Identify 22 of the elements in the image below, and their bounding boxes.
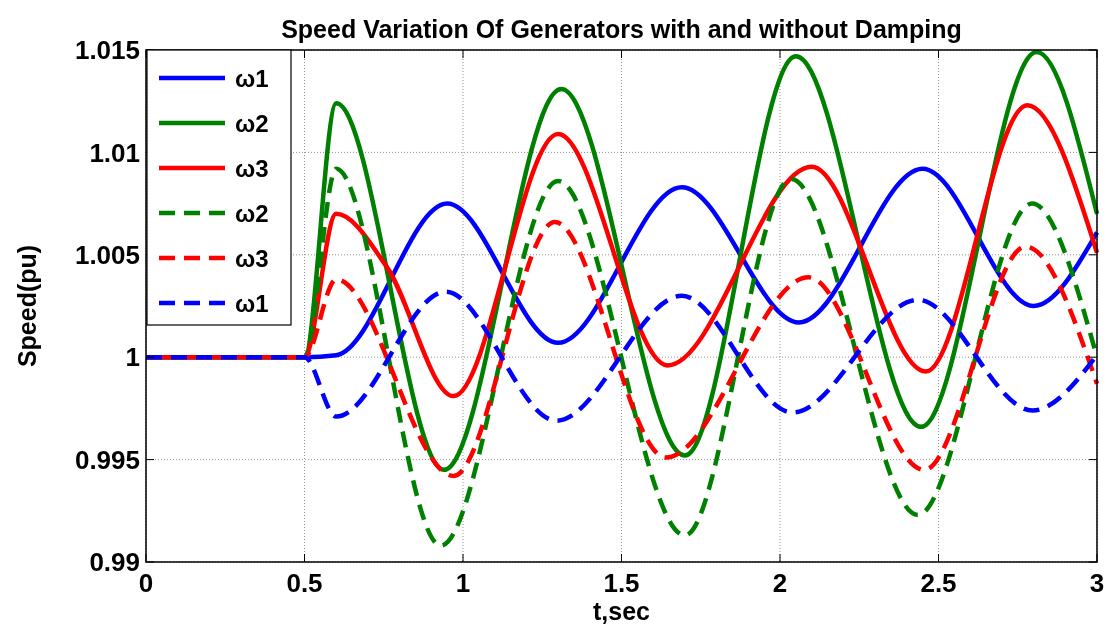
x-tick-label: 1: [455, 568, 471, 598]
x-tick-label: 3: [1089, 568, 1105, 598]
y-tick-label: 0.99: [89, 547, 140, 578]
chart-title: Speed Variation Of Generators with and without Damping: [281, 15, 962, 43]
y-tick-label: 1: [125, 342, 140, 373]
legend-label: ω3: [235, 245, 269, 273]
x-tick-label: 2: [772, 568, 788, 598]
x-axis-title: t,sec: [593, 597, 651, 625]
x-tick-label: 1.5: [603, 568, 640, 598]
x-tick-label: 0: [138, 568, 154, 598]
legend-label: ω1: [235, 65, 269, 93]
y-tick-label: 1.01: [89, 137, 140, 168]
legend-label: ω2: [235, 200, 269, 228]
x-tick-label: 2.5: [920, 568, 957, 598]
legend-label: ω2: [235, 110, 269, 138]
y-tick-label: 0.995: [74, 444, 140, 475]
legend-label: ω3: [235, 155, 269, 183]
y-tick-label: 1.015: [74, 35, 140, 66]
y-tick-label: 1.005: [74, 239, 140, 270]
legend-label: ω1: [235, 290, 269, 318]
x-tick-label: 0.5: [286, 568, 323, 598]
y-axis-title: Speed(pu): [13, 244, 41, 368]
